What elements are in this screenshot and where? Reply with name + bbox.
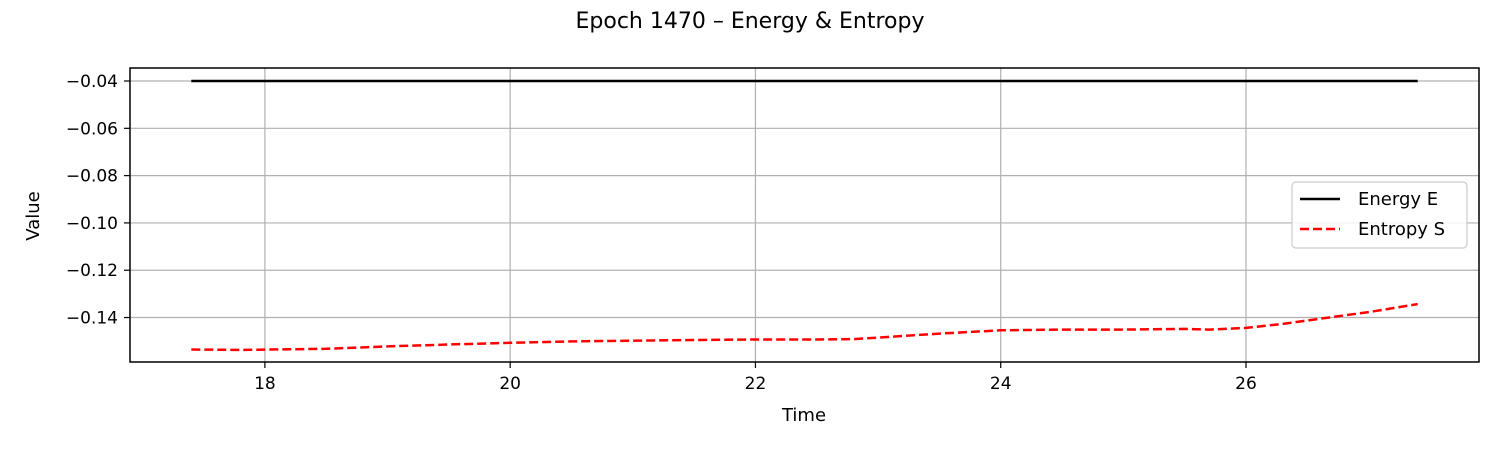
- x-tick-label: 24: [990, 374, 1012, 394]
- series-layer: [191, 79, 1418, 352]
- y-tick-label: −0.14: [66, 309, 118, 329]
- plot-frame: [129, 67, 1480, 363]
- x-axis-label: Time: [781, 405, 826, 426]
- ticks: 18 20 22 24 26 −0.04 −0.06 −0.08 −0.10 −0.12 −0.14: [66, 72, 1257, 394]
- legend-label: Entropy S: [1358, 219, 1445, 240]
- y-tick-label: −0.08: [66, 167, 118, 187]
- series-line-entropy-s: [191, 302, 1418, 352]
- x-tick-label: 20: [499, 374, 521, 394]
- chart-title: Epoch 1470 – Energy & Entropy: [576, 9, 925, 34]
- y-tick-label: −0.06: [66, 119, 118, 139]
- x-tick-label: 26: [1235, 374, 1257, 394]
- x-tick-label: 22: [745, 374, 767, 394]
- grid: [130, 68, 1479, 362]
- y-tick-label: −0.04: [66, 72, 118, 92]
- legend: Energy E Entropy S: [1291, 181, 1468, 249]
- y-tick-label: −0.10: [66, 214, 118, 234]
- y-axis-label: Value: [23, 191, 44, 240]
- y-tick-label: −0.12: [66, 261, 118, 281]
- legend-label: Energy E: [1358, 189, 1438, 210]
- x-tick-label: 18: [254, 374, 276, 394]
